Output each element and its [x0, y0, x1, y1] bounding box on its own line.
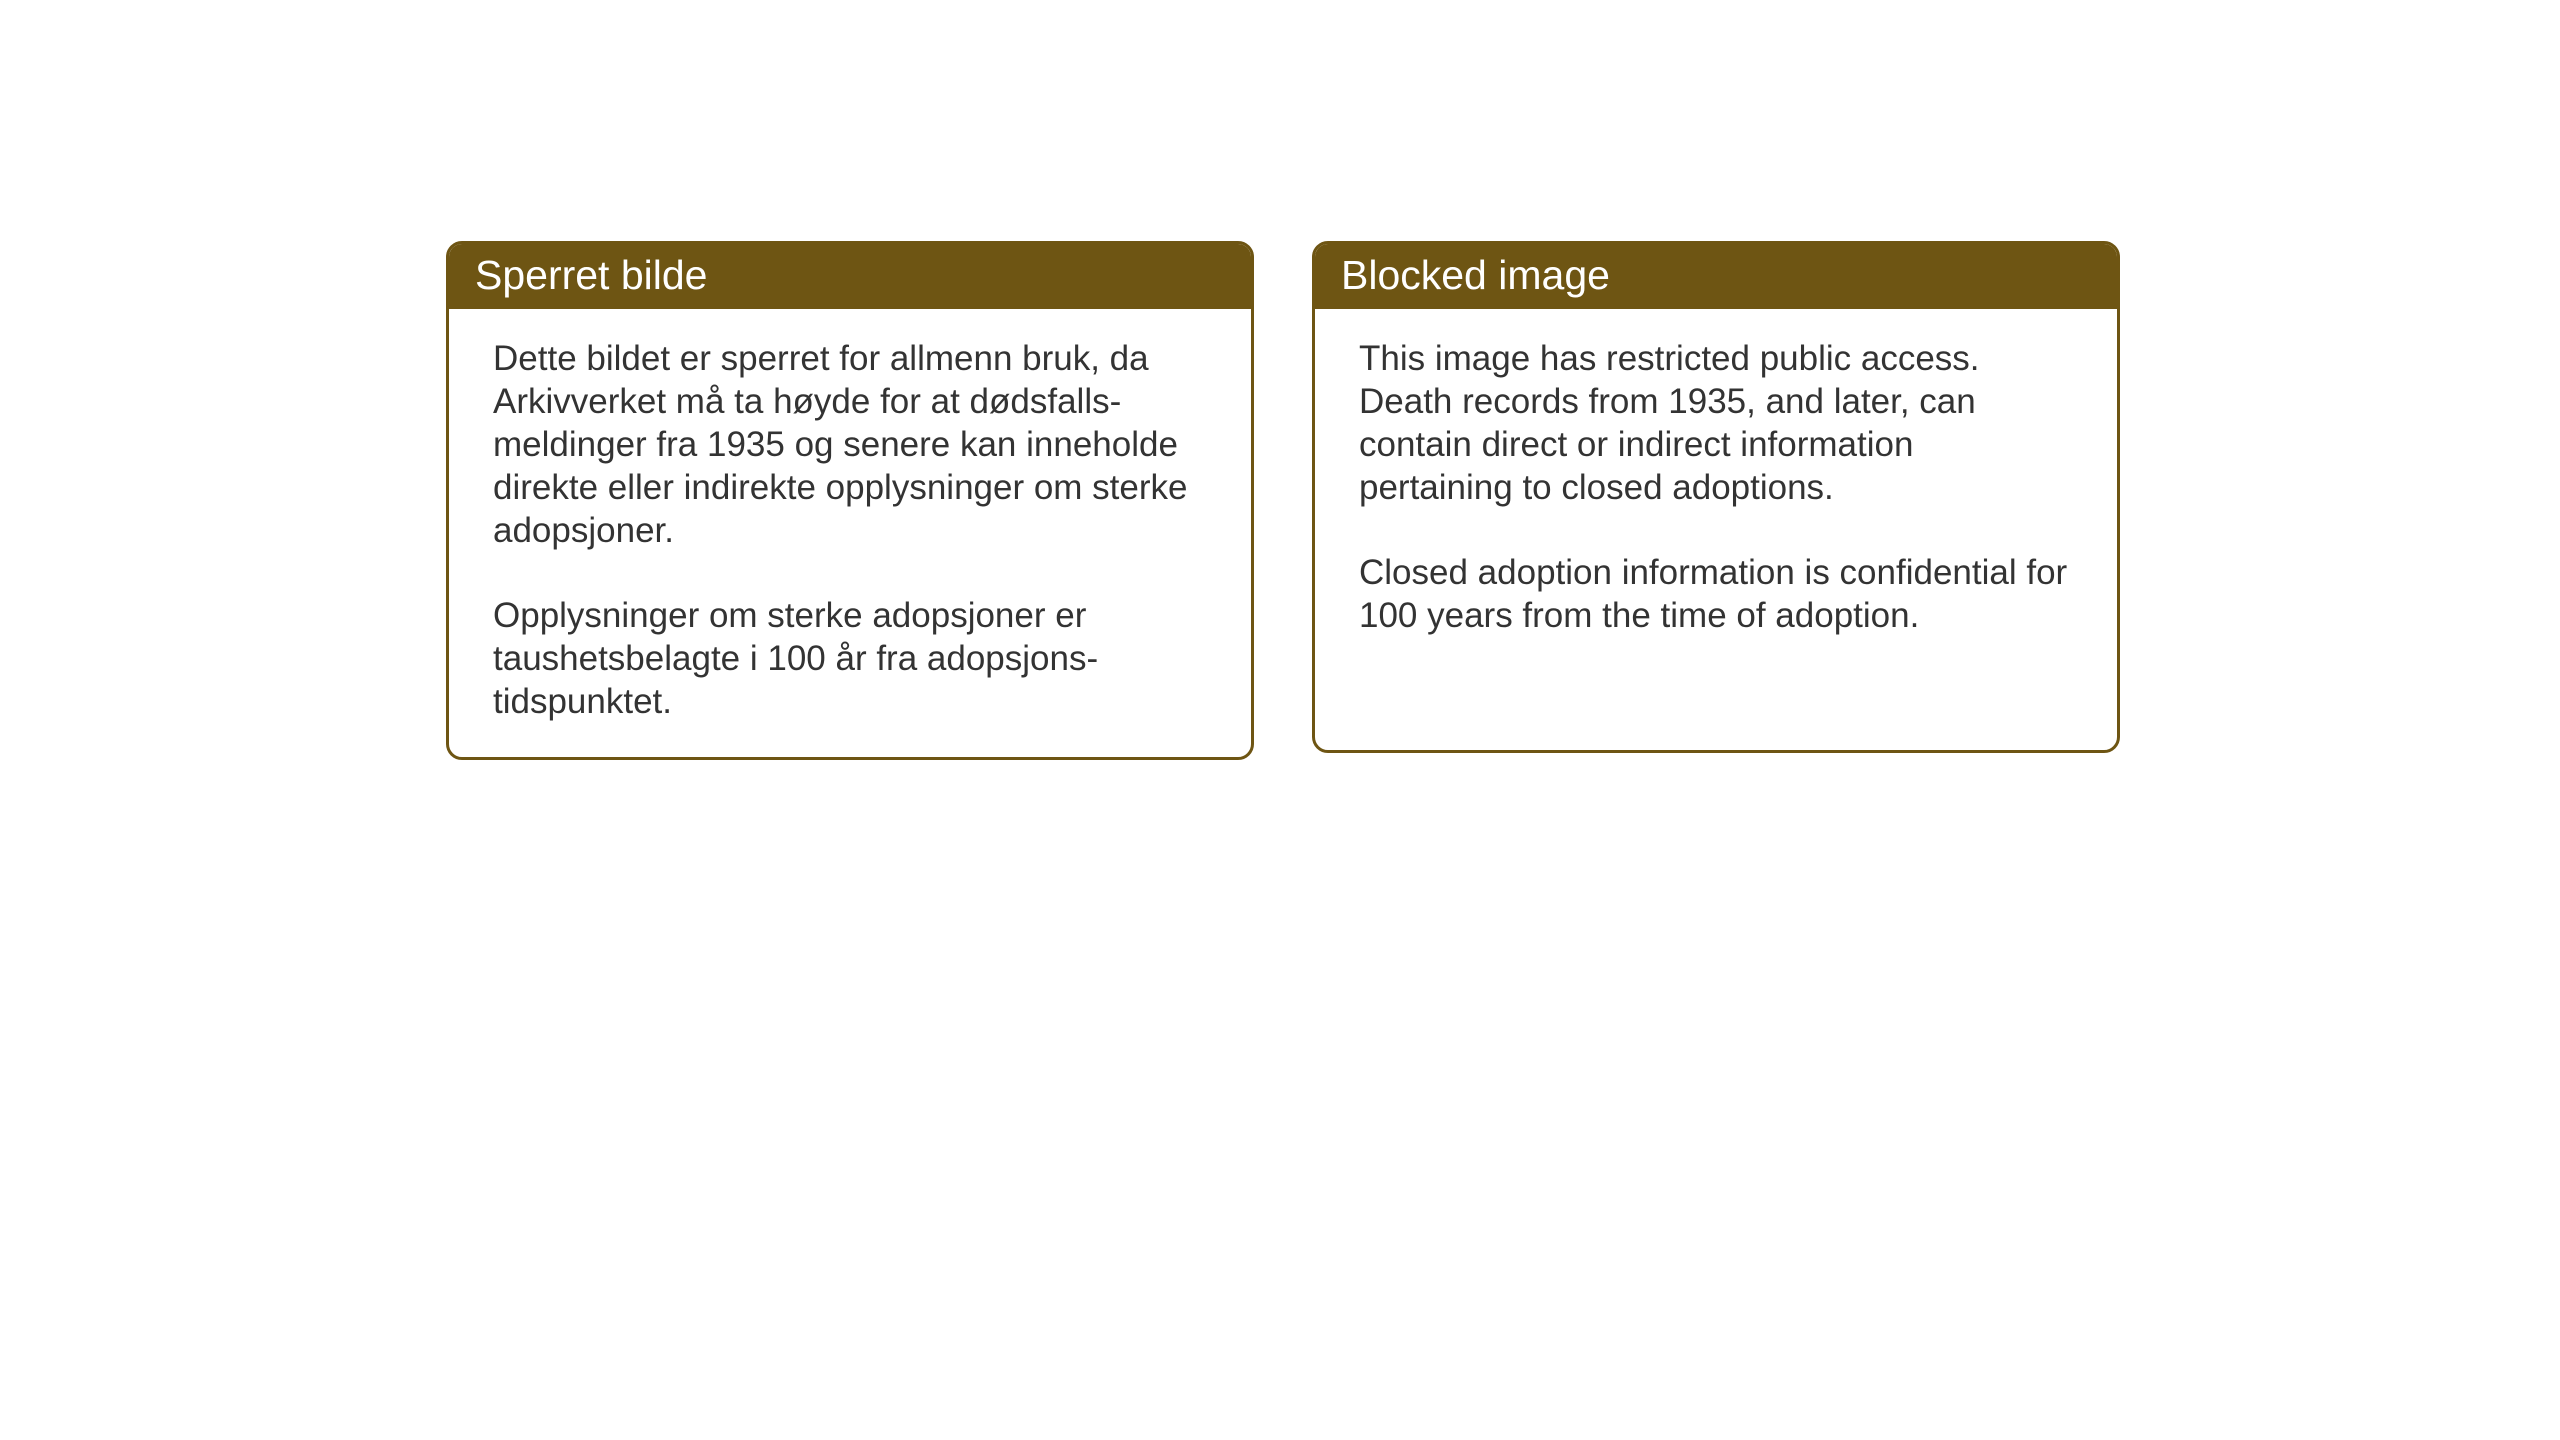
- notice-body-english: This image has restricted public access.…: [1315, 309, 2117, 671]
- notice-container: Sperret bilde Dette bildet er sperret fo…: [446, 241, 2120, 760]
- notice-header-english: Blocked image: [1315, 244, 2117, 309]
- notice-paragraph-2-en: Closed adoption information is confident…: [1359, 551, 2073, 637]
- notice-paragraph-1-no: Dette bildet er sperret for allmenn bruk…: [493, 337, 1207, 552]
- notice-paragraph-2-no: Opplysninger om sterke adopsjoner er tau…: [493, 594, 1207, 723]
- notice-card-norwegian: Sperret bilde Dette bildet er sperret fo…: [446, 241, 1254, 760]
- notice-card-english: Blocked image This image has restricted …: [1312, 241, 2120, 753]
- notice-paragraph-1-en: This image has restricted public access.…: [1359, 337, 2073, 509]
- notice-header-norwegian: Sperret bilde: [449, 244, 1251, 309]
- notice-body-norwegian: Dette bildet er sperret for allmenn bruk…: [449, 309, 1251, 757]
